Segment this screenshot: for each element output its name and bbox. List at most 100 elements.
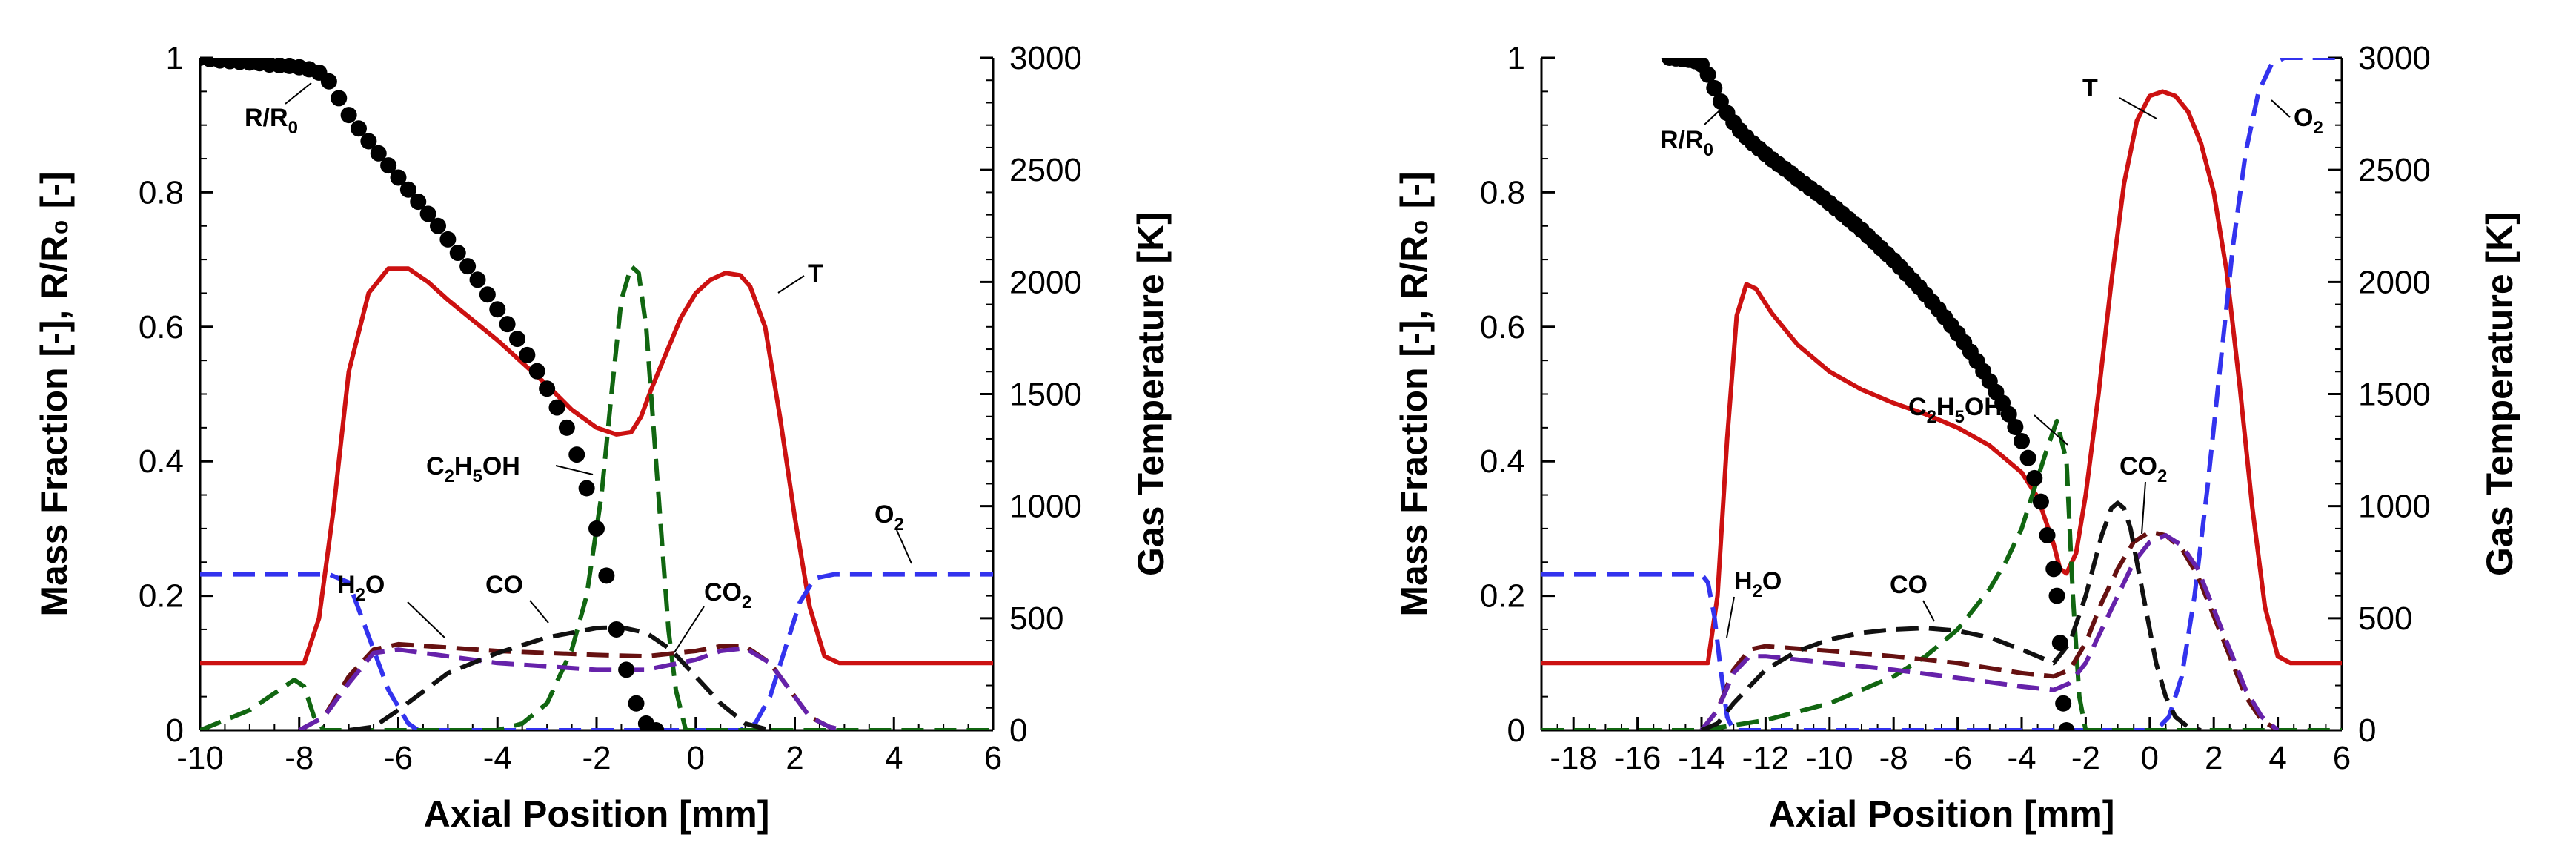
y-tick-label: 0.8 bbox=[139, 174, 184, 211]
annotation-t-leader bbox=[777, 275, 805, 294]
series-rr0-point bbox=[419, 205, 436, 222]
chart-panel-right: -18 -16 -14 -12 -10 -8 -6 -4 -2 0 2 4 600.20.40.60.8… bbox=[1393, 40, 2520, 835]
series-rr0-point bbox=[340, 107, 357, 124]
series-rr0-point bbox=[410, 194, 427, 211]
x-tick-label: 0 bbox=[687, 740, 705, 776]
y2-tick-label: 2000 bbox=[2358, 264, 2431, 300]
annotation-co2-leader bbox=[2141, 481, 2146, 535]
series-rr0-point bbox=[568, 446, 585, 463]
y-tick-label: 0.6 bbox=[139, 309, 184, 345]
y2-tick-label: 0 bbox=[1009, 712, 1027, 749]
plot-area bbox=[200, 58, 993, 730]
series-rr0-point bbox=[2058, 722, 2075, 730]
annotation-co-leader bbox=[1922, 600, 1935, 622]
annotation-o2-leader bbox=[2271, 99, 2291, 118]
series-rr0-point bbox=[2048, 587, 2065, 604]
y-tick-label: 0.2 bbox=[1480, 578, 1525, 615]
x-tick-label: -10 bbox=[176, 740, 224, 776]
series-rr0-point bbox=[1706, 79, 1723, 96]
series-rr0-point bbox=[598, 567, 615, 584]
y2-tick-label: 1500 bbox=[2358, 377, 2431, 413]
series-rr0-point bbox=[2045, 561, 2062, 578]
series-rr0-point bbox=[360, 133, 377, 150]
series-rr0-point bbox=[558, 419, 575, 436]
series-t-line bbox=[1541, 89, 2342, 666]
x-tick-label: 2 bbox=[2205, 740, 2223, 776]
series-o2-line bbox=[200, 572, 993, 730]
x-tick-label: 4 bbox=[2268, 740, 2286, 776]
series-c2h5oh-line bbox=[200, 264, 993, 730]
series-rr0-point bbox=[380, 157, 397, 174]
y-tick-label: 0.4 bbox=[1480, 443, 1525, 480]
annotation-h2o-label: H2O bbox=[337, 571, 385, 605]
y2-tick-label: 2000 bbox=[1009, 264, 1082, 300]
series-rr0-point bbox=[439, 231, 457, 248]
y2-tick-label: 1500 bbox=[1009, 377, 1082, 413]
series-rr0-point bbox=[449, 245, 466, 262]
series-rr0-point bbox=[628, 695, 645, 712]
series-rr0-point bbox=[2051, 635, 2068, 652]
x-tick-label: 4 bbox=[885, 740, 903, 776]
annotation-co-label: CO bbox=[485, 571, 523, 599]
series-rr0-point bbox=[479, 286, 496, 303]
series-rr0-point bbox=[509, 331, 525, 348]
series-rr0-point bbox=[2000, 406, 2017, 423]
series-rr0-point bbox=[519, 346, 536, 363]
annotation-co2-label: CO2 bbox=[2119, 452, 2167, 486]
x-tick-label: -8 bbox=[1879, 740, 1908, 776]
series-co-line bbox=[348, 625, 771, 730]
series-rr0-point bbox=[399, 181, 416, 198]
y-tick-label: 0 bbox=[166, 712, 184, 749]
series-rr0-point bbox=[320, 73, 337, 90]
y2-tick-label: 500 bbox=[1009, 601, 1063, 637]
y2-tick-label: 3000 bbox=[1009, 40, 1082, 76]
x-tick-label: -4 bbox=[483, 740, 512, 776]
annotation-o2-label: O2 bbox=[874, 500, 904, 535]
annotation-r-leader bbox=[285, 82, 312, 105]
series-co-line bbox=[1700, 500, 2202, 730]
series-rr0-point bbox=[608, 621, 625, 638]
annotation-o2-label: O2 bbox=[2294, 104, 2323, 138]
x-tick-label: -2 bbox=[2071, 740, 2100, 776]
y2-tick-label: 1000 bbox=[2358, 489, 2431, 525]
series-rr0-point bbox=[469, 271, 486, 288]
series-rr0-point bbox=[2014, 432, 2030, 449]
annotation-c2h5oh-label: C2H5OH bbox=[426, 452, 520, 486]
series-t-line bbox=[200, 266, 993, 666]
x-tick-label: -2 bbox=[582, 740, 611, 776]
y-tick-label: 0 bbox=[1507, 712, 1525, 749]
x-tick-label: -4 bbox=[2007, 740, 2036, 776]
x-axis-title: Axial Position [mm] bbox=[424, 793, 770, 835]
annotation-co2-leader bbox=[674, 606, 705, 653]
x-tick-label: -6 bbox=[1943, 740, 1972, 776]
series-rr0-point bbox=[1699, 66, 1716, 83]
annotation-o2-leader bbox=[896, 529, 912, 564]
y2-tick-label: 2500 bbox=[2358, 152, 2431, 188]
y-tick-label: 1 bbox=[1507, 40, 1525, 76]
plot-area bbox=[1541, 58, 2342, 730]
x-tick-label: -8 bbox=[285, 740, 313, 776]
series-rr0-point bbox=[2039, 526, 2056, 543]
x-tick-label: -10 bbox=[1806, 740, 1853, 776]
annotation-r-label: R/R0 bbox=[1660, 126, 1713, 160]
annotation-r-leader bbox=[1704, 103, 1727, 125]
y-tick-label: 0.8 bbox=[1480, 174, 1525, 211]
y-tick-label: 0.6 bbox=[1480, 309, 1525, 345]
x-tick-label: -14 bbox=[1678, 740, 1725, 776]
annotation-h2o-leader bbox=[407, 601, 445, 638]
x-tick-label: -6 bbox=[384, 740, 413, 776]
x-tick-label: -16 bbox=[1614, 740, 1662, 776]
series-rr0-point bbox=[370, 145, 387, 162]
annotation-t-label: T bbox=[808, 259, 823, 288]
series-o2-line bbox=[1541, 58, 2342, 730]
series-c2h5oh-line bbox=[1541, 418, 2342, 730]
series-co2-line bbox=[298, 646, 846, 730]
x-tick-label: -18 bbox=[1550, 740, 1597, 776]
series-rr0-point bbox=[2055, 695, 2072, 712]
series-rr0-point bbox=[528, 363, 545, 380]
annotation-t-label: T bbox=[2082, 74, 2098, 102]
series-rr0-point bbox=[331, 90, 348, 107]
x-axis-title: Axial Position [mm] bbox=[1769, 793, 2115, 835]
annotation-h2o-leader bbox=[1726, 596, 1735, 638]
